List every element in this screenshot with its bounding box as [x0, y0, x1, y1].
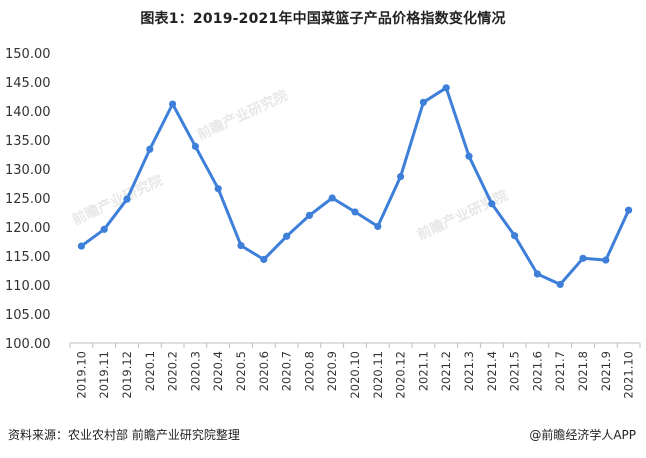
x-tick-label: 2019.11: [97, 351, 111, 399]
x-tick-label: 2019.10: [74, 351, 88, 399]
x-tick-label: 2021.5: [508, 351, 522, 391]
brand-note: @前瞻经济学人APP: [529, 428, 636, 442]
x-tick-label: 2020.10: [348, 351, 362, 399]
data-point: [146, 145, 154, 153]
x-tick-label: 2021.8: [576, 351, 590, 391]
watermark-text: 前瞻产业研究院: [195, 87, 291, 144]
data-point: [556, 280, 564, 289]
data-point: [283, 232, 291, 240]
x-tick-label: 2020.11: [371, 351, 385, 399]
y-tick-label: 100.00: [5, 337, 51, 352]
chart-title: 图表1：2019-2021年中国菜篮子产品价格指数变化情况: [140, 11, 506, 27]
x-tick-label: 2021.1: [416, 351, 430, 391]
series-group: [77, 84, 633, 289]
data-point: [328, 194, 336, 202]
data-point: [169, 100, 177, 108]
y-tick-label: 125.00: [5, 192, 51, 207]
data-point: [488, 200, 496, 208]
watermark-text: 前瞻产业研究院: [415, 187, 511, 244]
x-tick-label: 2020.6: [257, 351, 271, 391]
y-tick-label: 145.00: [5, 76, 51, 91]
y-tick-label: 115.00: [5, 250, 51, 265]
y-axis: 100.00 105.00 110.00 115.00 120.00 125.00 130.…: [5, 47, 51, 352]
data-point: [602, 256, 610, 264]
x-tick-label: 2021.3: [462, 351, 476, 391]
data-point: [237, 241, 245, 250]
x-tick-label: 2020.8: [302, 351, 316, 391]
y-tick-label: 135.00: [5, 134, 51, 149]
x-tick-label: 2020.7: [280, 351, 294, 391]
x-tick-label: 2020.4: [211, 351, 225, 391]
x-tick-label: 2021.7: [553, 351, 567, 391]
y-tick-label: 120.00: [5, 221, 51, 236]
data-point: [465, 152, 473, 160]
x-tick-label: 2021.2: [439, 351, 453, 391]
data-point: [374, 222, 382, 231]
x-tick-label: 2021.6: [530, 351, 544, 391]
data-point: [191, 142, 199, 150]
data-point: [579, 254, 587, 262]
data-point: [442, 84, 450, 92]
x-tick-label: 2020.3: [188, 351, 202, 391]
x-tick-label: 2021.10: [622, 351, 636, 399]
data-point: [214, 185, 222, 193]
y-tick-label: 130.00: [5, 163, 51, 178]
data-point: [419, 98, 427, 106]
data-point: [305, 211, 313, 219]
x-tick-label: 2020.1: [143, 351, 157, 391]
data-point: [100, 225, 108, 233]
x-tick-label: 2020.12: [394, 351, 408, 399]
data-point: [351, 208, 359, 216]
x-tick-label: 2019.12: [120, 351, 134, 399]
x-tick-label: 2021.9: [599, 351, 613, 391]
x-tick-label: 2020.2: [166, 351, 180, 391]
data-point: [625, 206, 633, 214]
data-point: [397, 172, 405, 181]
y-tick-label: 150.00: [5, 47, 51, 62]
x-tick-label: 2020.9: [325, 351, 339, 391]
x-tick-label: 2020.5: [234, 351, 248, 391]
x-tick-label: 2021.4: [485, 351, 499, 391]
data-point: [260, 255, 268, 264]
y-tick-label: 140.00: [5, 105, 51, 120]
watermark-text: 前瞻产业研究院: [70, 172, 166, 229]
y-tick-label: 105.00: [5, 308, 51, 323]
y-tick-label: 110.00: [5, 279, 51, 294]
data-point: [123, 195, 131, 203]
x-axis: 2019.10 2019.11 2019.12 2020.1 2020.2 2020.3 2…: [69, 342, 641, 399]
data-point: [510, 232, 519, 240]
data-point: [533, 270, 542, 278]
data-point: [77, 242, 85, 250]
source-note: 资料来源：农业农村部 前瞻产业研究院整理: [8, 428, 240, 442]
